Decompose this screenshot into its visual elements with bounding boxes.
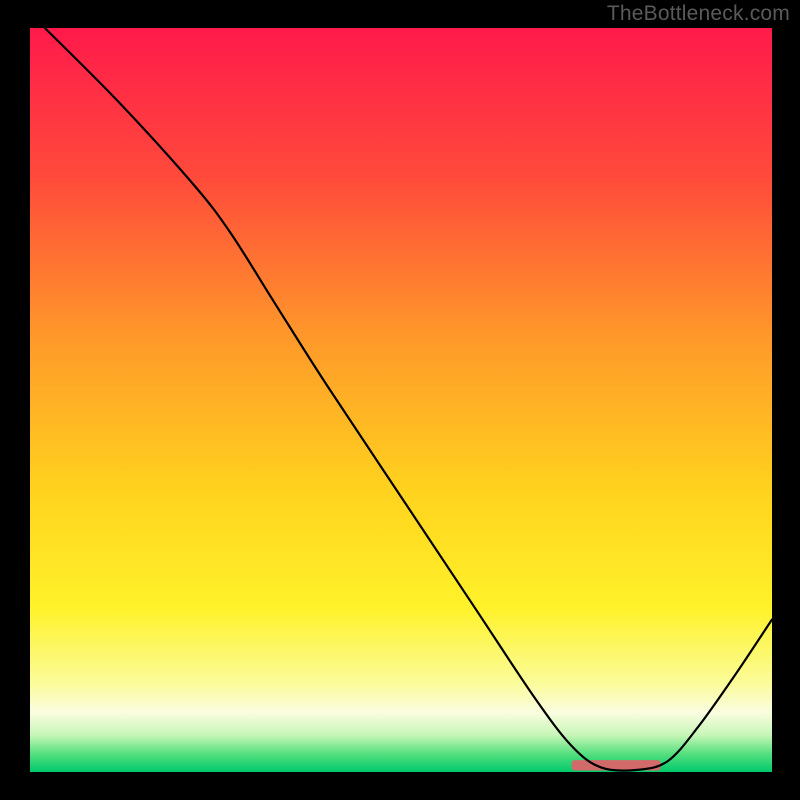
gradient-background xyxy=(30,28,772,772)
watermark-text: TheBottleneck.com xyxy=(607,2,790,26)
plot-area xyxy=(30,28,772,772)
chart-container: TheBottleneck.com xyxy=(0,0,800,800)
plot-svg xyxy=(30,28,772,772)
